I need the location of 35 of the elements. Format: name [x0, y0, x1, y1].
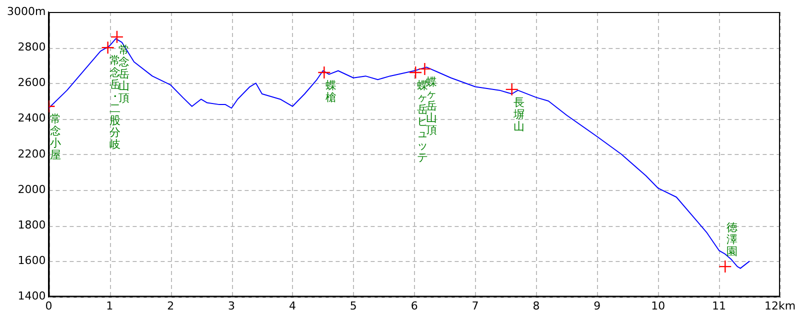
x-tick-label: 10: [651, 299, 666, 312]
y-tick-label: 2400: [18, 112, 46, 125]
annotation: 徳澤園: [726, 220, 738, 258]
y-tick-label: 1400: [18, 290, 46, 303]
point: [418, 62, 432, 76]
x-tick-label: 9: [594, 299, 601, 312]
point: [101, 41, 114, 54]
x-tick-label: 0: [45, 299, 52, 312]
x-tick-label: 8: [532, 299, 540, 312]
annotation: 長塀山: [512, 96, 524, 133]
annotation: 常念小屋: [50, 112, 62, 162]
annotation: 常念岳・二股分岐: [109, 54, 120, 151]
y-tick-label: 2200: [18, 147, 46, 160]
x-tick-label: 12km: [764, 299, 796, 312]
y-tick-label: 2600: [18, 76, 46, 90]
x-tick-label: 5: [350, 299, 357, 312]
x-tick-label: 2: [167, 299, 174, 312]
y-tick-label: 3000m: [6, 4, 46, 18]
annotation: 蝶ヶ岳山頂: [426, 75, 438, 136]
point: [318, 66, 331, 80]
y-tick-label: 2800: [18, 40, 46, 54]
x-tick-label: 3: [228, 299, 236, 312]
y-tick-label: 1800: [18, 218, 46, 232]
x-tick-label: 6: [410, 299, 418, 312]
y-tick-label: 2000: [18, 182, 46, 196]
x-tick-label: 1: [106, 299, 114, 312]
y-tick-label: 1600: [18, 254, 46, 268]
x-tick-label: 11: [712, 299, 726, 312]
point: [505, 82, 518, 96]
x-tick-label: 4: [288, 299, 296, 312]
point: [110, 30, 124, 44]
x-tick-label: 7: [472, 299, 479, 312]
point: [408, 66, 422, 80]
point: [718, 260, 732, 274]
annotation: 蝶槍: [326, 78, 337, 104]
